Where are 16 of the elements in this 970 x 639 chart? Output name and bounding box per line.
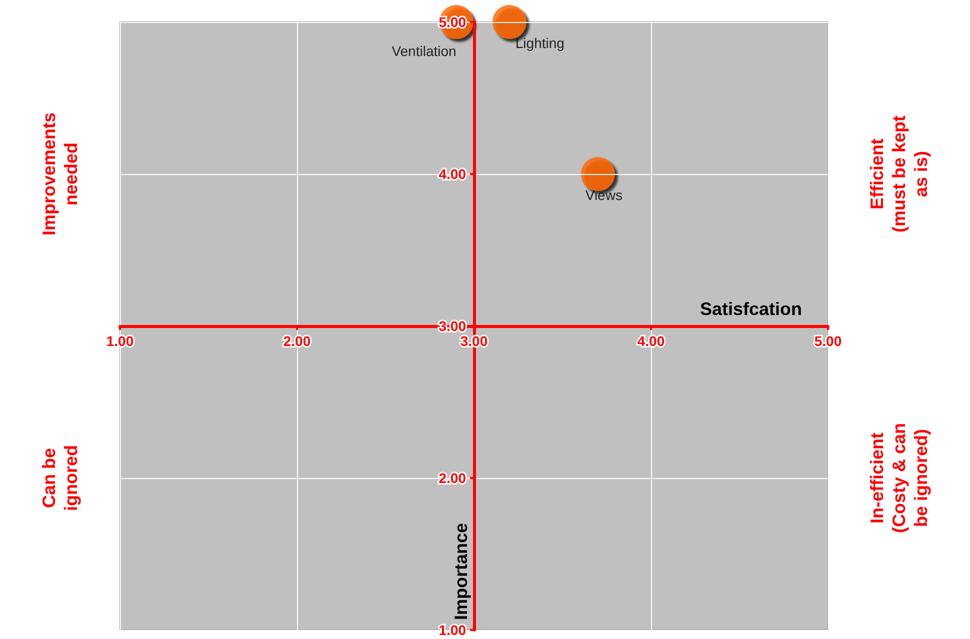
- y-axis-title: Importance: [451, 522, 471, 620]
- annotation: Ventilation: [392, 43, 456, 59]
- annotation: Lighting: [515, 35, 564, 51]
- y-tick-label: 2.00: [438, 470, 466, 486]
- text: In-efficient (Costy & can be ignored): [867, 422, 931, 534]
- y-tick-label: 1.00: [438, 622, 466, 638]
- text: Efficient (must be kept as is): [867, 115, 931, 233]
- text: Can be ignored: [39, 445, 81, 511]
- x-tick-label: 4.00: [637, 333, 665, 349]
- x-tick-label: 1.00: [106, 333, 134, 349]
- x-tick-label: 2.00: [283, 333, 311, 349]
- y-tick-label: 4.00: [438, 166, 466, 182]
- x-tick-label: 5.00: [814, 333, 842, 349]
- x-axis-title: Satisfcation: [700, 299, 802, 319]
- annotation: Views: [585, 187, 622, 203]
- text: Improvements needed: [39, 112, 81, 236]
